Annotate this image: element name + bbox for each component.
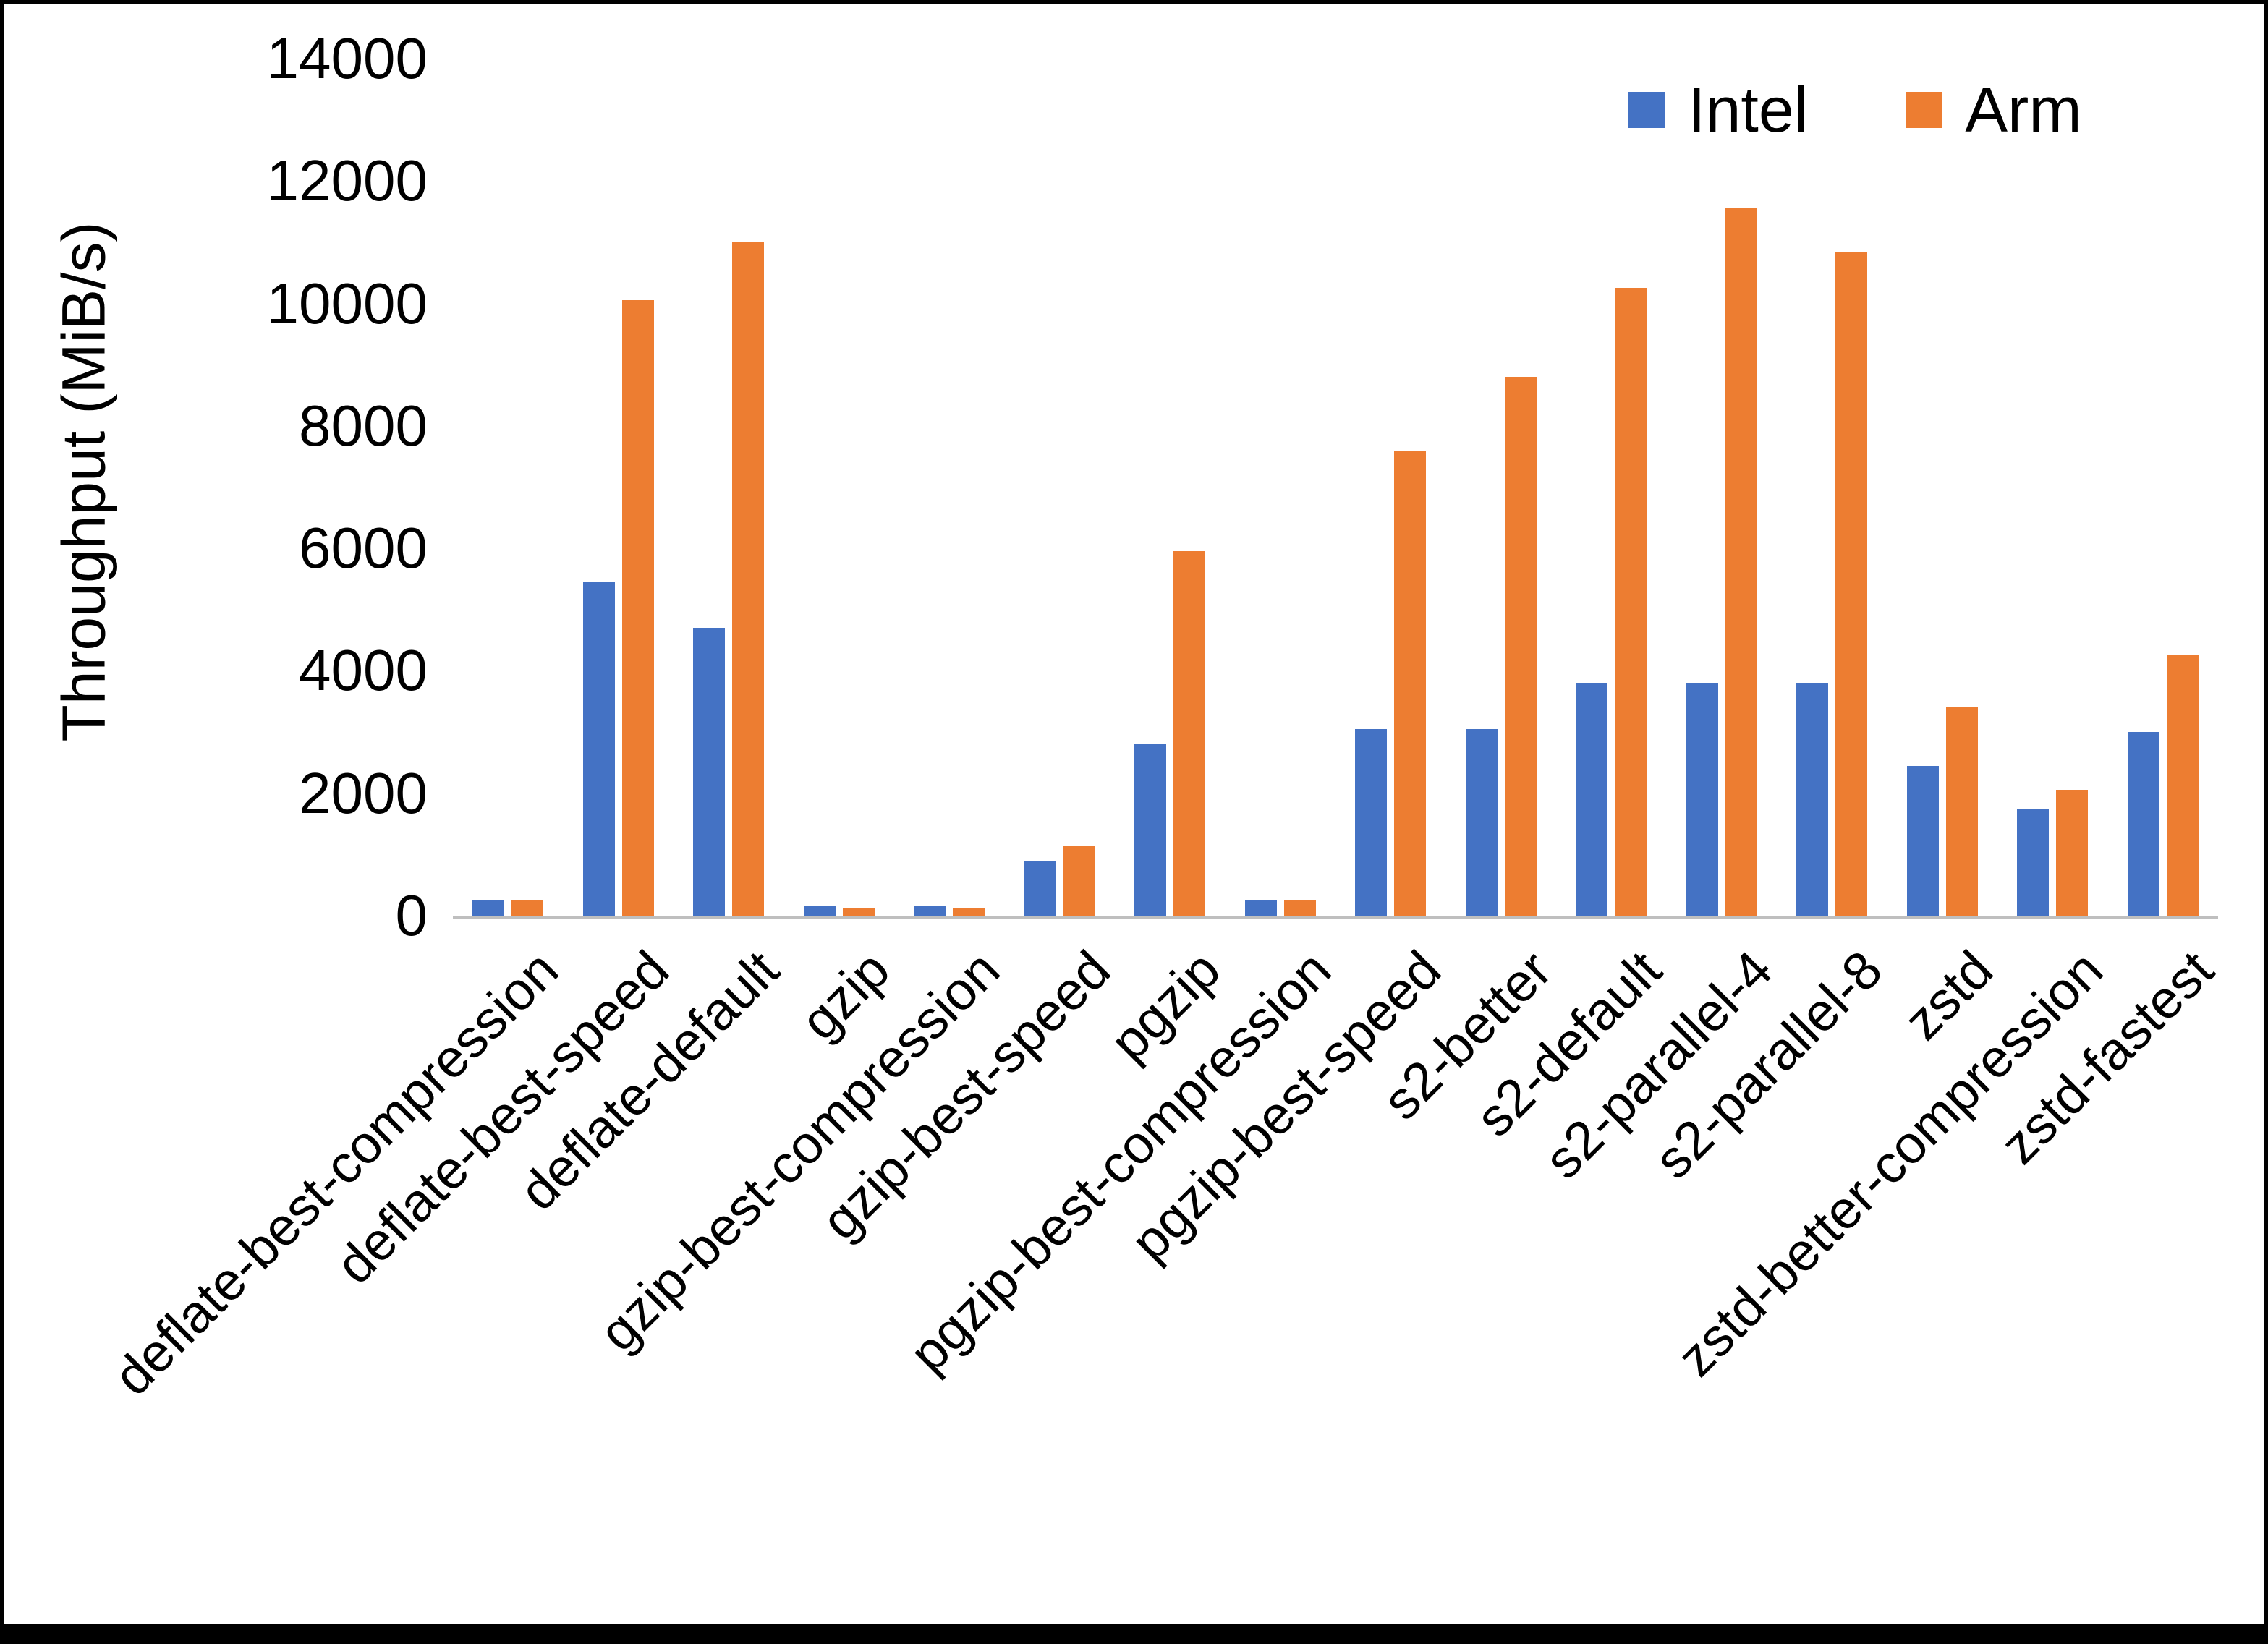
- bar-intel-zstd: [1906, 765, 1939, 916]
- plot-area: [453, 59, 2218, 919]
- legend-item-intel: Intel: [1628, 73, 1808, 147]
- legend-swatch-arm: [1906, 92, 1942, 128]
- legend-label: Intel: [1688, 74, 1809, 145]
- bar-arm-s2-default: [1615, 288, 1647, 916]
- bar-intel-zstd-better-compression: [2017, 808, 2050, 916]
- legend-item-arm: Arm: [1906, 73, 2082, 147]
- bar-arm-deflate-best-compression: [511, 900, 544, 916]
- y-tick-label: 12000: [266, 148, 428, 213]
- bar-intel-gzip-best-compression: [914, 906, 946, 916]
- legend-label: Arm: [1965, 74, 2082, 145]
- y-tick-label: 8000: [299, 393, 428, 458]
- y-tick-label: 2000: [299, 760, 428, 825]
- bar-arm-zstd-better-compression: [2056, 790, 2089, 916]
- bar-arm-gzip: [842, 907, 875, 916]
- bar-arm-pgzip: [1173, 551, 1206, 916]
- bar-intel-pgzip: [1134, 744, 1167, 916]
- bar-intel-deflate-best-speed: [582, 582, 615, 916]
- x-category-label: deflate-best-compression: [102, 939, 570, 1407]
- bar-arm-s2-parallel-8: [1835, 251, 1868, 916]
- legend: Intel Arm: [1628, 73, 2082, 147]
- bar-intel-s2-better: [1465, 728, 1498, 916]
- bar-arm-gzip-best-compression: [953, 907, 985, 916]
- bar-arm-deflate-default: [732, 242, 765, 916]
- bar-intel-deflate-best-compression: [472, 900, 505, 916]
- legend-swatch-intel: [1628, 92, 1665, 128]
- bar-intel-pgzip-best-speed: [1355, 728, 1388, 916]
- y-tick-label: 6000: [299, 516, 428, 581]
- bar-arm-zstd-fastest: [2166, 655, 2199, 916]
- y-tick-label: 4000: [299, 638, 428, 703]
- bar-intel-pgzip-best-compression: [1244, 900, 1277, 916]
- bar-intel-zstd-fastest: [2127, 732, 2159, 916]
- y-tick-label: 10000: [266, 271, 428, 336]
- bar-arm-pgzip-best-speed: [1394, 450, 1427, 916]
- y-tick-label: 14000: [266, 26, 428, 90]
- bar-arm-zstd: [1945, 707, 1978, 916]
- bar-arm-pgzip-best-compression: [1283, 900, 1316, 916]
- bar-intel-gzip-best-speed: [1024, 860, 1056, 916]
- bar-arm-deflate-best-speed: [621, 300, 654, 916]
- bar-intel-deflate-default: [693, 628, 726, 916]
- bar-arm-gzip-best-speed: [1063, 845, 1095, 916]
- y-tick-label: 0: [395, 883, 428, 947]
- bar-arm-s2-parallel-4: [1725, 208, 1757, 916]
- bar-intel-s2-parallel-4: [1686, 683, 1718, 916]
- bar-intel-s2-parallel-8: [1796, 683, 1829, 916]
- bar-arm-s2-better: [1504, 377, 1537, 916]
- bar-intel-s2-default: [1576, 683, 1608, 916]
- bar-intel-gzip: [803, 906, 836, 916]
